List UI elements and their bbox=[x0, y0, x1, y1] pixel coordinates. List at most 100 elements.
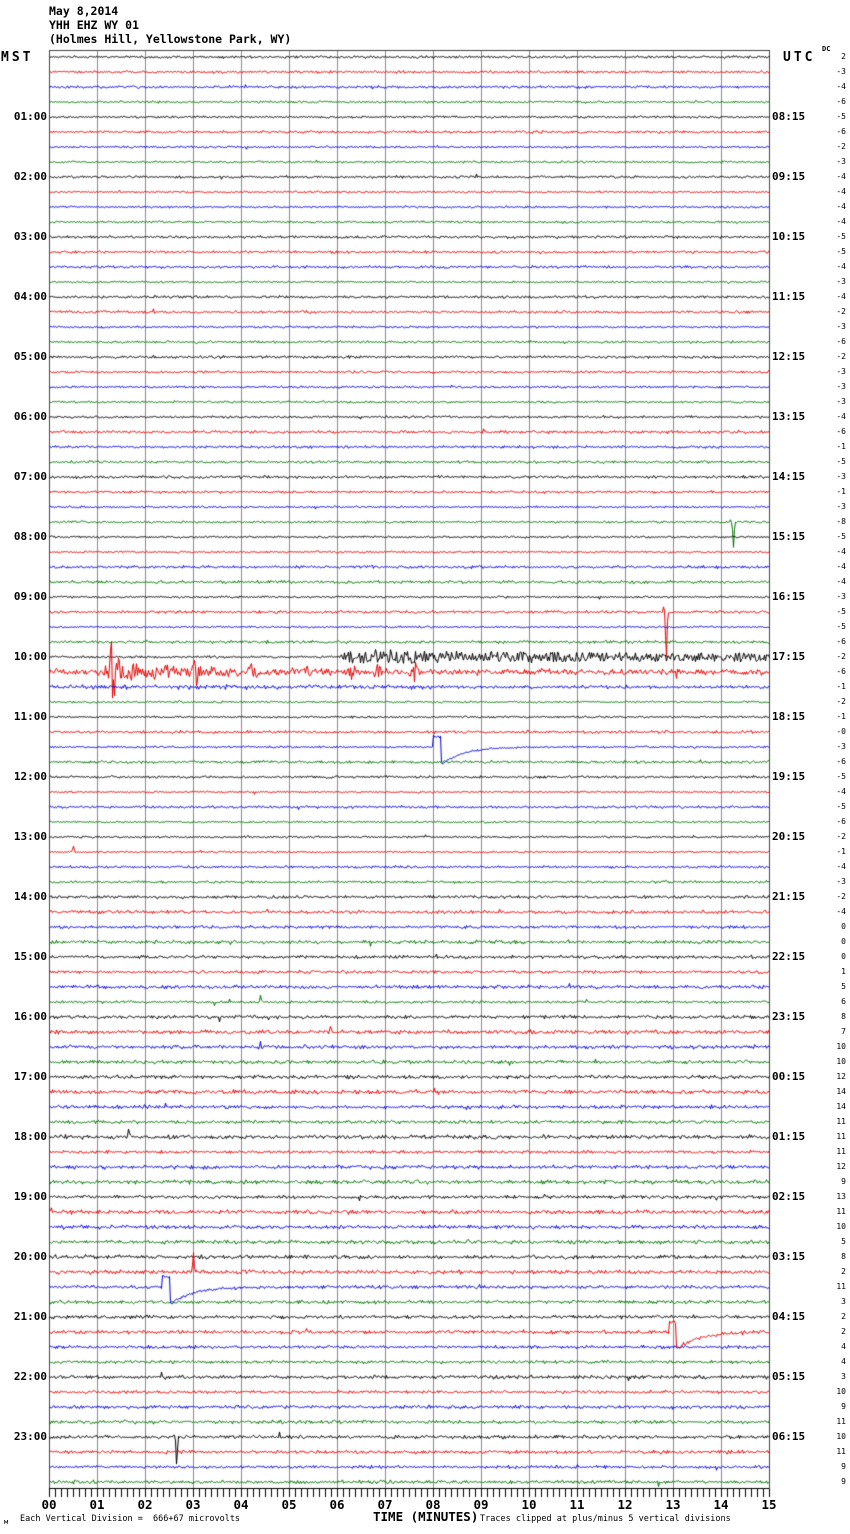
dc-value: -5 bbox=[836, 532, 846, 541]
utc-label: 23:15 bbox=[772, 1010, 806, 1023]
dc-value: -2 bbox=[836, 142, 846, 151]
dc-value: -4 bbox=[836, 907, 846, 916]
dc-value: -4 bbox=[836, 172, 846, 181]
dc-value: 10 bbox=[836, 1432, 846, 1441]
dc-value: -8 bbox=[836, 517, 846, 526]
utc-label: 22:15 bbox=[772, 950, 806, 963]
dc-value: -4 bbox=[836, 787, 846, 796]
dc-value: -3 bbox=[836, 367, 846, 376]
mst-label: 12:00 bbox=[13, 770, 47, 783]
dc-value: 12 bbox=[836, 1162, 846, 1171]
x-tick-label: 07 bbox=[377, 1497, 393, 1512]
utc-label: 05:15 bbox=[772, 1370, 806, 1383]
dc-value: 2 bbox=[841, 1327, 846, 1336]
dc-value: 11 bbox=[836, 1207, 846, 1216]
dc-value: 5 bbox=[841, 982, 846, 991]
utc-label: 21:15 bbox=[772, 890, 806, 903]
dc-value: -2 bbox=[836, 307, 846, 316]
dc-value: -5 bbox=[836, 622, 846, 631]
dc-value: -6 bbox=[836, 337, 846, 346]
dc-value: -6 bbox=[836, 97, 846, 106]
dc-value: 5 bbox=[841, 1237, 846, 1246]
dc-value: -3 bbox=[836, 382, 846, 391]
bottom-axis-title: TIME (MINUTES) bbox=[373, 1509, 479, 1524]
mst-label: 05:00 bbox=[13, 350, 47, 363]
mst-label: 02:00 bbox=[13, 170, 47, 183]
x-tick-label: 03 bbox=[185, 1497, 201, 1512]
dc-value: -4 bbox=[836, 262, 846, 271]
dc-value: -4 bbox=[836, 562, 846, 571]
x-tick-label: 15 bbox=[761, 1497, 777, 1512]
mst-label: 04:00 bbox=[13, 290, 47, 303]
x-tick-label: 09 bbox=[473, 1497, 489, 1512]
x-tick-label: 12 bbox=[617, 1497, 633, 1512]
dc-value: 4 bbox=[841, 1357, 846, 1366]
utc-label: 11:15 bbox=[772, 290, 806, 303]
mst-label: 10:00 bbox=[13, 650, 47, 663]
mst-label: 22:00 bbox=[13, 1370, 47, 1383]
dc-value: 11 bbox=[836, 1447, 846, 1456]
x-tick-label: 13 bbox=[665, 1497, 681, 1512]
mst-label: 15:00 bbox=[13, 950, 47, 963]
dc-value: -5 bbox=[836, 247, 846, 256]
dc-value: -2 bbox=[836, 352, 846, 361]
right-axis-title: UTC bbox=[783, 50, 816, 65]
dc-value: -6 bbox=[836, 427, 846, 436]
left-axis-title: MST bbox=[1, 50, 34, 65]
dc-value: 12 bbox=[836, 1072, 846, 1081]
dc-value: -6 bbox=[836, 667, 846, 676]
mst-label: 14:00 bbox=[13, 890, 47, 903]
dc-value: 2 bbox=[841, 1267, 846, 1276]
dc-value: -2 bbox=[836, 832, 846, 841]
dc-value: 11 bbox=[836, 1417, 846, 1426]
dc-value: -3 bbox=[836, 592, 846, 601]
mst-label: 20:00 bbox=[13, 1250, 47, 1263]
dc-value: -3 bbox=[836, 397, 846, 406]
dc-value: -3 bbox=[836, 502, 846, 511]
x-tick-label: 11 bbox=[569, 1497, 585, 1512]
dc-value: 8 bbox=[841, 1012, 846, 1021]
dc-value: 11 bbox=[836, 1147, 846, 1156]
dc-value: 0 bbox=[841, 937, 846, 946]
header-station: YHH EHZ WY 01 bbox=[49, 18, 140, 32]
dc-value: 8 bbox=[841, 1252, 846, 1261]
dc-value: -4 bbox=[836, 412, 846, 421]
dc-value: -2 bbox=[836, 697, 846, 706]
mst-label: 19:00 bbox=[13, 1190, 47, 1203]
dc-value: -6 bbox=[836, 817, 846, 826]
dc-value: -4 bbox=[836, 862, 846, 871]
dc-value: -0 bbox=[836, 727, 846, 736]
dc-value: -3 bbox=[836, 322, 846, 331]
dc-value: -6 bbox=[836, 637, 846, 646]
dc-value: 11 bbox=[836, 1282, 846, 1291]
dc-value: -2 bbox=[836, 652, 846, 661]
dc-value: 4 bbox=[841, 1342, 846, 1351]
dc-value: -4 bbox=[836, 217, 846, 226]
mst-label: 13:00 bbox=[13, 830, 47, 843]
x-tick-label: 02 bbox=[137, 1497, 153, 1512]
dc-value: -4 bbox=[836, 82, 846, 91]
header-location: (Holmes Hill, Yellowstone Park, WY) bbox=[49, 32, 292, 46]
utc-label: 02:15 bbox=[772, 1190, 806, 1203]
mst-label: 07:00 bbox=[13, 470, 47, 483]
dc-value: -1 bbox=[836, 487, 846, 496]
watermark: м bbox=[4, 1518, 9, 1526]
dc-value: -1 bbox=[836, 442, 846, 451]
dc-value: -5 bbox=[836, 607, 846, 616]
x-tick-label: 05 bbox=[281, 1497, 297, 1512]
dc-value: 2 bbox=[841, 52, 846, 61]
mst-label: 23:00 bbox=[13, 1430, 47, 1443]
dc-value: 2 bbox=[841, 1312, 846, 1321]
utc-label: 12:15 bbox=[772, 350, 806, 363]
dc-value: -3 bbox=[836, 877, 846, 886]
utc-label: 00:15 bbox=[772, 1070, 806, 1083]
x-tick-label: 10 bbox=[521, 1497, 537, 1512]
dc-value: 11 bbox=[836, 1132, 846, 1141]
dc-value: 9 bbox=[841, 1177, 846, 1186]
utc-label: 09:15 bbox=[772, 170, 806, 183]
dc-value: 6 bbox=[841, 997, 846, 1006]
dc-value: 10 bbox=[836, 1222, 846, 1231]
dc-value: -6 bbox=[836, 757, 846, 766]
dc-value: -1 bbox=[836, 712, 846, 721]
utc-label: 06:15 bbox=[772, 1430, 806, 1443]
